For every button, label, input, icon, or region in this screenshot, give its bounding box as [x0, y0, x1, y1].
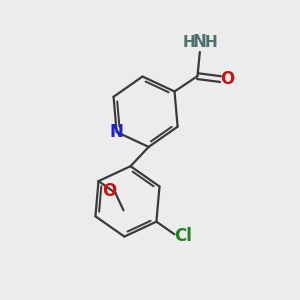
- Text: Cl: Cl: [174, 227, 192, 245]
- Text: N: N: [110, 123, 124, 141]
- Text: H: H: [182, 35, 195, 50]
- Text: H: H: [205, 35, 218, 50]
- Text: O: O: [102, 182, 116, 200]
- Text: N: N: [193, 33, 207, 51]
- Text: O: O: [220, 70, 234, 88]
